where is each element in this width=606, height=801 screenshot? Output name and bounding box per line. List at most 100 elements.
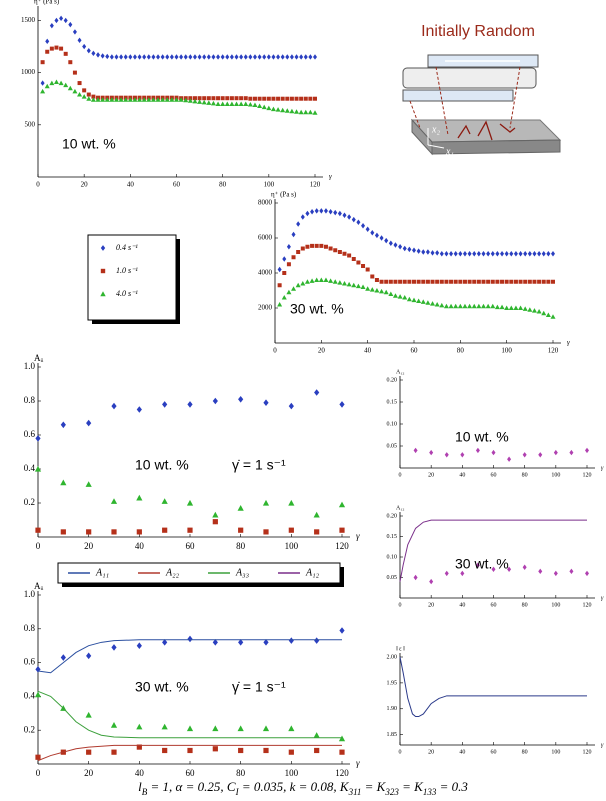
marker <box>136 744 142 750</box>
annotation: 10 wt. % <box>62 136 116 152</box>
marker <box>314 389 320 396</box>
marker <box>67 85 73 91</box>
marker <box>439 279 444 284</box>
marker <box>407 246 412 253</box>
marker <box>183 54 188 60</box>
marker <box>537 279 542 284</box>
marker <box>169 54 174 60</box>
marker <box>522 306 528 311</box>
marker <box>337 210 342 217</box>
marker <box>406 296 412 302</box>
marker <box>449 279 454 284</box>
marker <box>281 295 287 300</box>
marker <box>132 54 137 60</box>
marker <box>118 97 124 102</box>
marker <box>59 15 64 22</box>
y-tick-label: 0.2 <box>24 497 35 507</box>
marker <box>105 53 110 60</box>
legend-label: 4.0 s⁻¹ <box>116 289 138 298</box>
marker <box>412 247 416 253</box>
marker <box>210 100 216 106</box>
marker <box>541 310 547 316</box>
marker <box>351 257 356 261</box>
marker <box>393 242 398 248</box>
y-tick-label: 0.20 <box>387 513 398 519</box>
marker <box>481 279 486 284</box>
marker <box>110 722 118 728</box>
axis-line <box>427 144 445 149</box>
marker <box>531 308 537 313</box>
marker <box>310 243 315 248</box>
marker <box>277 266 282 273</box>
caption-part: = K <box>361 779 386 794</box>
marker <box>429 578 434 585</box>
y-tick-label: 1.0 <box>24 361 36 371</box>
marker <box>162 639 168 646</box>
y-axis-label: A₁₂ <box>396 369 405 375</box>
axis-label: x₁ <box>445 146 454 157</box>
marker <box>314 747 320 754</box>
dashed-line <box>435 66 449 136</box>
marker <box>541 279 546 284</box>
marker <box>537 251 542 257</box>
fiber-arrows <box>457 120 516 141</box>
x-tick-label: 80 <box>236 768 246 778</box>
marker <box>323 277 329 282</box>
marker <box>393 279 398 284</box>
marker <box>280 96 285 101</box>
marker <box>467 279 472 284</box>
x-tick-label: 0 <box>36 181 40 189</box>
marker <box>119 54 124 60</box>
marker <box>388 279 393 284</box>
marker <box>162 401 168 408</box>
marker <box>369 287 375 292</box>
marker <box>54 45 59 50</box>
marker <box>339 627 345 634</box>
marker <box>252 54 257 60</box>
marker <box>100 291 106 297</box>
marker <box>202 54 207 60</box>
marker <box>85 711 92 718</box>
marker <box>60 479 67 486</box>
marker <box>471 303 477 309</box>
marker <box>504 305 510 310</box>
marker <box>462 251 467 257</box>
series-line <box>37 639 342 674</box>
marker <box>238 527 244 533</box>
marker <box>174 97 179 102</box>
caption-part: = K <box>399 779 424 794</box>
marker <box>225 96 230 101</box>
marker <box>398 279 403 284</box>
y-tick-label: 0.05 <box>387 443 398 449</box>
y-tick-label: 1500 <box>21 16 36 24</box>
marker <box>192 98 198 104</box>
marker <box>416 298 422 303</box>
marker <box>174 54 179 60</box>
marker <box>96 52 101 58</box>
marker <box>234 96 239 101</box>
x-tick-label: 60 <box>186 541 196 551</box>
marker <box>77 81 82 86</box>
marker <box>186 499 194 506</box>
marker <box>319 243 324 248</box>
marker <box>481 303 486 309</box>
x-tick-label: 20 <box>81 181 89 189</box>
marker <box>282 256 287 262</box>
marker <box>490 303 496 309</box>
marker <box>136 494 143 501</box>
marker <box>495 251 500 257</box>
marker <box>212 511 219 518</box>
marker <box>187 527 193 533</box>
caption-part: = 0.035, k = 0.08, K <box>239 779 350 794</box>
legend-orientation <box>57 562 344 587</box>
marker <box>187 635 193 643</box>
marker <box>111 644 117 651</box>
marker <box>288 725 295 732</box>
x-axis-label: γ <box>601 465 604 471</box>
marker <box>379 235 384 241</box>
marker <box>86 92 91 97</box>
marker <box>239 96 244 101</box>
marker <box>332 279 338 284</box>
marker <box>550 314 556 319</box>
